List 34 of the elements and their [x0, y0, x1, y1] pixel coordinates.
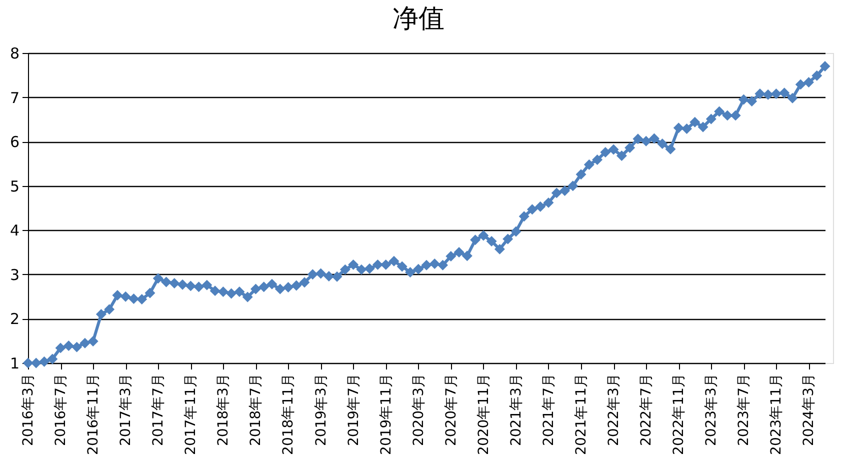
y-tick-label: 2 [10, 310, 20, 328]
x-tick-label: 2022年7月 [638, 374, 655, 446]
x-tick-label: 2016年7月 [53, 374, 70, 446]
x-tick-label: 2023年7月 [736, 374, 752, 446]
x-tick-label: 2016年3月 [20, 374, 36, 446]
x-tick-label: 2018年11月 [280, 374, 297, 455]
x-tick-label: 2020年3月 [410, 374, 427, 446]
x-tick-label: 2021年3月 [508, 374, 524, 446]
y-tick-label: 3 [10, 266, 20, 284]
x-tick-label: 2024年3月 [801, 374, 818, 446]
chart-title: 净值 [392, 4, 444, 34]
y-tick-label: 5 [10, 177, 20, 196]
x-tick-label: 2019年7月 [346, 374, 362, 446]
x-tick-label: 2016年11月 [86, 374, 102, 455]
x-tick-label: 2022年11月 [671, 374, 688, 455]
x-tick-label: 2017年3月 [118, 374, 134, 446]
x-tick-label: 2021年7月 [540, 374, 557, 446]
x-tick-label: 2017年7月 [150, 374, 167, 446]
y-tick-label: 4 [10, 222, 20, 240]
x-tick-label: 2018年3月 [216, 374, 232, 446]
x-tick-label: 2020年7月 [443, 374, 460, 446]
x-tick-label: 2020年11月 [476, 374, 492, 455]
x-tick-label: 2023年11月 [768, 374, 785, 455]
x-tick-label: 2023年3月 [704, 374, 720, 446]
y-tick-label: 7 [10, 88, 20, 107]
x-tick-label: 2019年3月 [313, 374, 330, 446]
y-tick-label: 6 [10, 133, 20, 152]
x-tick-label: 2018年7月 [248, 374, 264, 446]
x-tick-label: 2019年11月 [378, 374, 394, 455]
x-tick-label: 2021年11月 [574, 374, 590, 455]
x-tick-label: 2017年11月 [183, 374, 200, 455]
x-tick-label: 2022年3月 [606, 374, 622, 446]
y-tick-label: 1 [10, 354, 20, 372]
y-tick-label: 8 [10, 44, 20, 62]
